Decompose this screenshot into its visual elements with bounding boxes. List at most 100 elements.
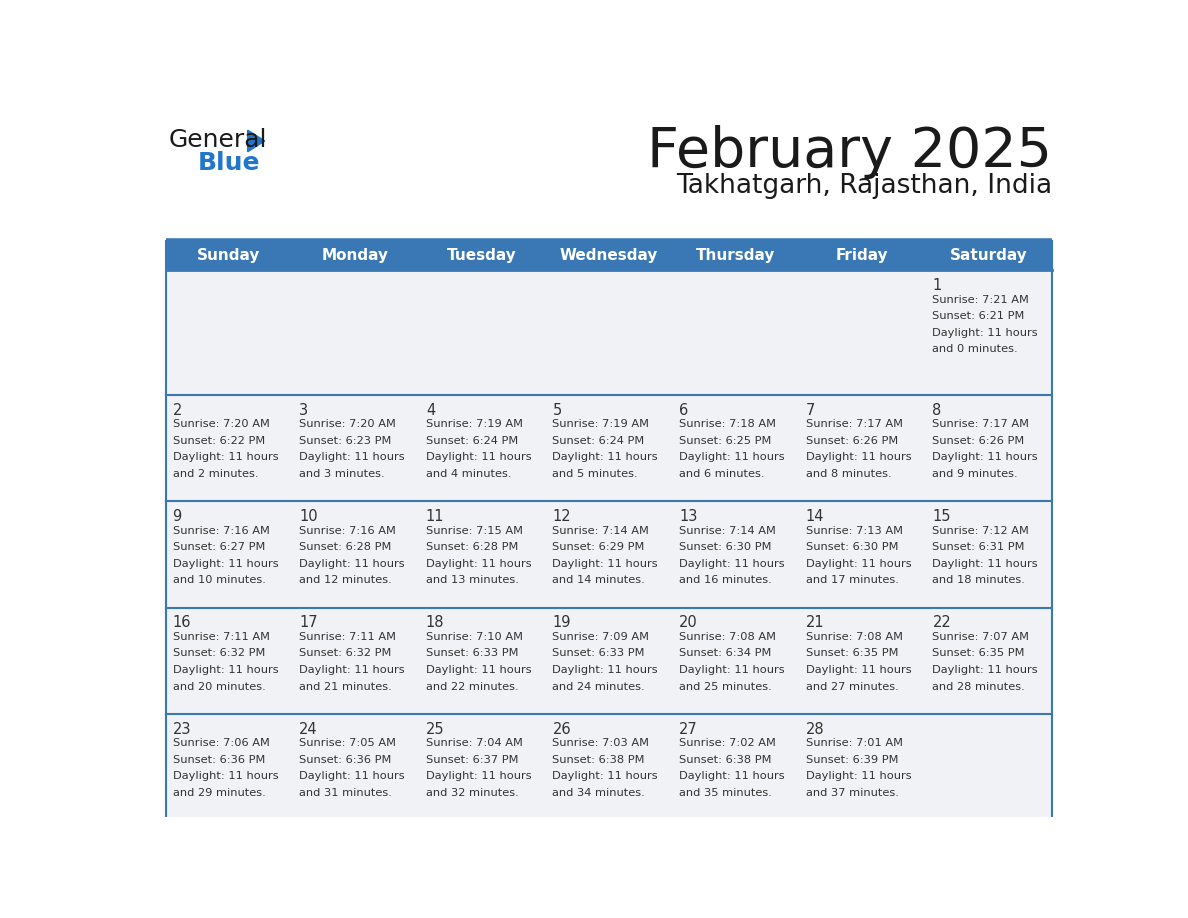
Text: Sunrise: 7:03 AM: Sunrise: 7:03 AM (552, 738, 650, 748)
Text: and 22 minutes.: and 22 minutes. (425, 681, 518, 691)
Text: Sunset: 6:29 PM: Sunset: 6:29 PM (552, 543, 645, 552)
Text: Daylight: 11 hours: Daylight: 11 hours (552, 559, 658, 568)
Text: 28: 28 (805, 722, 824, 736)
Text: Daylight: 11 hours: Daylight: 11 hours (425, 453, 531, 463)
Text: Daylight: 11 hours: Daylight: 11 hours (680, 453, 785, 463)
Text: 13: 13 (680, 509, 697, 524)
Text: Sunset: 6:32 PM: Sunset: 6:32 PM (172, 648, 265, 658)
Text: Sunset: 6:35 PM: Sunset: 6:35 PM (805, 648, 898, 658)
Text: 24: 24 (299, 722, 318, 736)
Text: Sunrise: 7:16 AM: Sunrise: 7:16 AM (299, 526, 396, 535)
Text: 8: 8 (933, 403, 942, 418)
Text: Daylight: 11 hours: Daylight: 11 hours (680, 771, 785, 781)
Text: 26: 26 (552, 722, 571, 736)
Text: and 25 minutes.: and 25 minutes. (680, 681, 772, 691)
Text: Sunrise: 7:05 AM: Sunrise: 7:05 AM (299, 738, 396, 748)
Text: 21: 21 (805, 615, 824, 631)
Text: Daylight: 11 hours: Daylight: 11 hours (933, 328, 1038, 338)
Text: and 2 minutes.: and 2 minutes. (172, 469, 258, 479)
Bar (545, 270, 672, 395)
Text: Sunrise: 7:08 AM: Sunrise: 7:08 AM (680, 632, 776, 642)
Text: Sunrise: 7:17 AM: Sunrise: 7:17 AM (805, 420, 903, 430)
Bar (672, 395, 798, 501)
Bar (419, 241, 545, 270)
Text: Saturday: Saturday (950, 248, 1028, 263)
Bar (925, 501, 1053, 608)
Text: Sunrise: 7:14 AM: Sunrise: 7:14 AM (680, 526, 776, 535)
Bar (672, 608, 798, 714)
Text: Sunrise: 7:04 AM: Sunrise: 7:04 AM (425, 738, 523, 748)
Bar (672, 501, 798, 608)
Bar (165, 608, 292, 714)
Text: 9: 9 (172, 509, 182, 524)
Bar (925, 395, 1053, 501)
Text: Daylight: 11 hours: Daylight: 11 hours (933, 559, 1038, 568)
Text: and 13 minutes.: and 13 minutes. (425, 576, 519, 586)
Bar (419, 501, 545, 608)
Bar (798, 714, 925, 820)
Text: and 32 minutes.: and 32 minutes. (425, 788, 519, 798)
Text: 3: 3 (299, 403, 309, 418)
Text: Daylight: 11 hours: Daylight: 11 hours (172, 665, 278, 675)
Text: Daylight: 11 hours: Daylight: 11 hours (552, 665, 658, 675)
Text: Sunrise: 7:11 AM: Sunrise: 7:11 AM (172, 632, 270, 642)
Text: Daylight: 11 hours: Daylight: 11 hours (552, 771, 658, 781)
Text: and 24 minutes.: and 24 minutes. (552, 681, 645, 691)
Bar (545, 395, 672, 501)
Text: Sunrise: 7:02 AM: Sunrise: 7:02 AM (680, 738, 776, 748)
Text: Sunset: 6:32 PM: Sunset: 6:32 PM (299, 648, 392, 658)
Text: 27: 27 (680, 722, 697, 736)
Text: Daylight: 11 hours: Daylight: 11 hours (933, 453, 1038, 463)
Text: and 8 minutes.: and 8 minutes. (805, 469, 891, 479)
Text: Daylight: 11 hours: Daylight: 11 hours (172, 771, 278, 781)
Bar (925, 714, 1053, 820)
Bar (292, 241, 419, 270)
Text: Daylight: 11 hours: Daylight: 11 hours (172, 559, 278, 568)
Text: and 10 minutes.: and 10 minutes. (172, 576, 265, 586)
Text: Daylight: 11 hours: Daylight: 11 hours (299, 665, 405, 675)
Text: and 12 minutes.: and 12 minutes. (299, 576, 392, 586)
Bar (165, 714, 292, 820)
Text: Sunday: Sunday (197, 248, 260, 263)
Text: Sunrise: 7:13 AM: Sunrise: 7:13 AM (805, 526, 903, 535)
Text: Monday: Monday (322, 248, 388, 263)
Bar (925, 241, 1053, 270)
Text: Daylight: 11 hours: Daylight: 11 hours (552, 453, 658, 463)
Text: Thursday: Thursday (696, 248, 776, 263)
Text: Blue: Blue (198, 151, 260, 175)
Text: and 9 minutes.: and 9 minutes. (933, 469, 1018, 479)
Bar (419, 270, 545, 395)
Text: and 35 minutes.: and 35 minutes. (680, 788, 772, 798)
Text: 12: 12 (552, 509, 571, 524)
Text: Sunrise: 7:19 AM: Sunrise: 7:19 AM (552, 420, 650, 430)
Bar (545, 714, 672, 820)
Bar (165, 270, 292, 395)
Bar (925, 608, 1053, 714)
Bar (292, 270, 419, 395)
Text: Sunset: 6:39 PM: Sunset: 6:39 PM (805, 755, 898, 765)
Bar (672, 714, 798, 820)
Text: Friday: Friday (836, 248, 889, 263)
Text: Daylight: 11 hours: Daylight: 11 hours (425, 665, 531, 675)
Text: 16: 16 (172, 615, 191, 631)
Bar (545, 608, 672, 714)
Text: and 37 minutes.: and 37 minutes. (805, 788, 898, 798)
Text: Daylight: 11 hours: Daylight: 11 hours (933, 665, 1038, 675)
Text: Sunset: 6:33 PM: Sunset: 6:33 PM (425, 648, 518, 658)
Text: 11: 11 (425, 509, 444, 524)
Text: and 34 minutes.: and 34 minutes. (552, 788, 645, 798)
Text: and 4 minutes.: and 4 minutes. (425, 469, 511, 479)
Bar (798, 395, 925, 501)
Bar (292, 501, 419, 608)
Text: and 21 minutes.: and 21 minutes. (299, 681, 392, 691)
Text: Sunrise: 7:19 AM: Sunrise: 7:19 AM (425, 420, 523, 430)
Text: and 3 minutes.: and 3 minutes. (299, 469, 385, 479)
Text: Wednesday: Wednesday (560, 248, 658, 263)
Text: 18: 18 (425, 615, 444, 631)
Text: Sunset: 6:26 PM: Sunset: 6:26 PM (933, 436, 1025, 446)
Text: and 20 minutes.: and 20 minutes. (172, 681, 265, 691)
Text: Sunrise: 7:16 AM: Sunrise: 7:16 AM (172, 526, 270, 535)
Text: Sunset: 6:24 PM: Sunset: 6:24 PM (552, 436, 645, 446)
Text: Sunset: 6:30 PM: Sunset: 6:30 PM (680, 543, 772, 552)
Text: 5: 5 (552, 403, 562, 418)
